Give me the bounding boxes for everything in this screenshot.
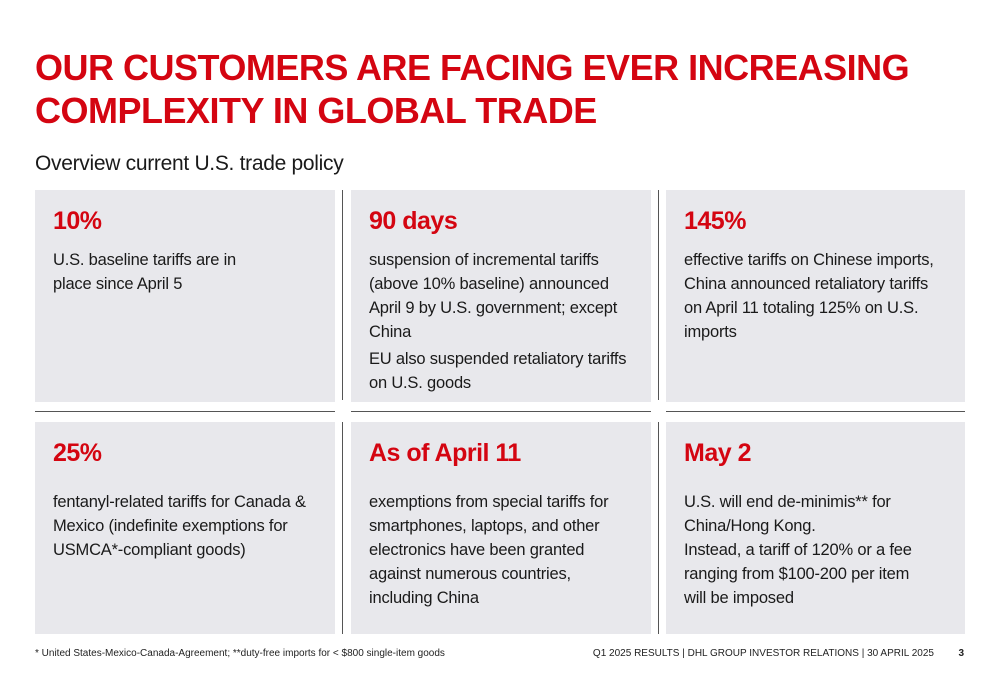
divider-horizontal-3 (666, 411, 965, 412)
slide-title: OUR CUSTOMERS ARE FACING EVER INCREASING… (35, 46, 935, 132)
card-text-secondary: EU also suspended retaliatory tariffs on… (369, 350, 627, 392)
card-value: May 2 (684, 439, 751, 467)
card-chinese-imports: 145% effective tariffs on Chinese import… (666, 190, 965, 402)
card-value: 145% (684, 207, 746, 235)
card-fentanyl-tariffs: 25% fentanyl-related tariffs for Canada … (35, 422, 335, 634)
slide-title-line-1: OUR CUSTOMERS ARE FACING EVER INCREASING (35, 47, 910, 88)
card-value: 90 days (369, 207, 458, 235)
page-number: 3 (958, 648, 964, 659)
card-electronics-exemptions: As of April 11 exemptions from special t… (351, 422, 651, 634)
divider-vertical-1 (342, 190, 343, 400)
divider-horizontal-1 (35, 411, 335, 412)
divider-horizontal-2 (351, 411, 651, 412)
card-value: 25% (53, 439, 102, 467)
card-text: fentanyl-related tariffs for Canada & Me… (53, 493, 306, 559)
divider-vertical-2 (658, 190, 659, 400)
card-text: U.S. baseline tariffs are in place since… (53, 251, 237, 293)
card-text-secondary: Instead, a tariff of 120% or a fee rangi… (684, 541, 912, 607)
card-text: effective tariffs on Chinese imports, Ch… (684, 251, 934, 341)
divider-vertical-3 (342, 422, 343, 634)
card-de-minimis: May 2 U.S. will end de-minimis** for Chi… (666, 422, 965, 634)
slide-subtitle: Overview current U.S. trade policy (35, 152, 344, 175)
footnote: * United States-Mexico-Canada-Agreement;… (35, 648, 445, 659)
card-text: exemptions from special tariffs for smar… (369, 493, 609, 607)
card-value: 10% (53, 207, 102, 235)
footer-source: Q1 2025 RESULTS | DHL GROUP INVESTOR REL… (592, 648, 934, 659)
card-baseline-tariffs: 10% U.S. baseline tariffs are in place s… (35, 190, 335, 402)
slide-title-line-2: COMPLEXITY IN GLOBAL TRADE (35, 90, 597, 131)
card-value: As of April 11 (369, 439, 521, 467)
card-text: suspension of incremental tariffs (above… (369, 251, 618, 341)
card-suspension-90-days: 90 days suspension of incremental tariff… (351, 190, 651, 402)
divider-vertical-4 (658, 422, 659, 634)
card-text: U.S. will end de-minimis** for China/Hon… (684, 493, 891, 535)
